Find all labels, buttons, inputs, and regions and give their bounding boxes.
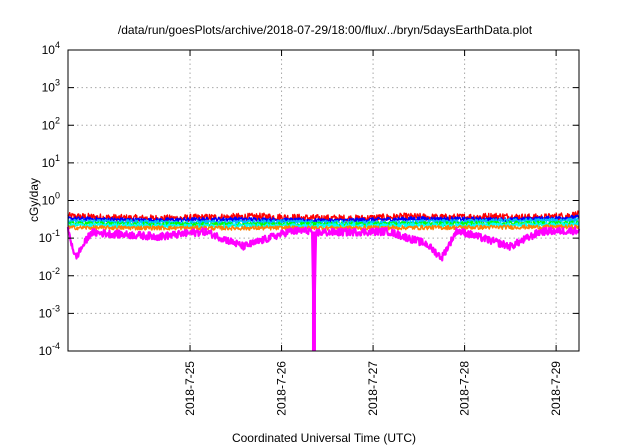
y-tick-exponent: -4 [52, 341, 60, 351]
y-tick-exponent: 1 [55, 153, 60, 163]
plot-frame [67, 49, 580, 352]
x-tick-label: 2018-7-26 [275, 361, 289, 416]
grid-lines [68, 50, 579, 351]
y-tick-base: 10 [42, 43, 56, 57]
y-tick-exponent: 2 [55, 115, 60, 125]
x-axis-label: Coordinated Universal Time (UTC) [232, 431, 416, 445]
x-tick-label: 2018-7-25 [183, 361, 197, 416]
y-tick-exponent: 3 [55, 78, 60, 88]
y-tick-exponent: -2 [52, 266, 60, 276]
y-axis-label: cGy/day [27, 178, 41, 222]
series-dropout-spike [311, 231, 316, 351]
y-tick-base: 10 [42, 81, 56, 95]
x-tick-label: 2018-7-28 [458, 361, 472, 416]
y-tick-label: 101 [42, 153, 60, 170]
y-tick-exponent: 4 [55, 40, 60, 50]
x-tick-label: 2018-7-29 [549, 361, 563, 416]
y-tick-label: 10-4 [39, 341, 60, 358]
y-tick-label: 10-3 [39, 303, 60, 320]
y-tick-exponent: -1 [52, 228, 60, 238]
y-tick-label: 102 [42, 115, 60, 132]
series-line [67, 214, 580, 224]
y-tick-base: 10 [39, 306, 53, 320]
y-tick-base: 10 [39, 269, 53, 283]
y-tick-base: 10 [42, 194, 56, 208]
y-tick-exponent: 0 [55, 191, 60, 201]
y-tick-label: 104 [42, 40, 60, 57]
y-tick-label: 100 [42, 191, 60, 208]
series-layer [66, 210, 581, 351]
chart-title: /data/run/goesPlots/archive/2018-07-29/1… [118, 23, 533, 37]
y-tick-base: 10 [39, 231, 53, 245]
y-tick-base: 10 [42, 156, 56, 170]
y-tick-label: 10-2 [39, 266, 60, 283]
y-tick-base: 10 [39, 344, 53, 358]
series-line [67, 224, 580, 231]
axes: 10-410-310-210-11001011021031042018-7-25… [39, 40, 580, 416]
series-line [66, 226, 581, 343]
y-tick-exponent: -3 [52, 303, 60, 313]
y-tick-label: 103 [42, 78, 60, 95]
y-tick-label: 10-1 [39, 228, 60, 245]
x-tick-label: 2018-7-27 [366, 361, 380, 416]
y-tick-base: 10 [42, 118, 56, 132]
